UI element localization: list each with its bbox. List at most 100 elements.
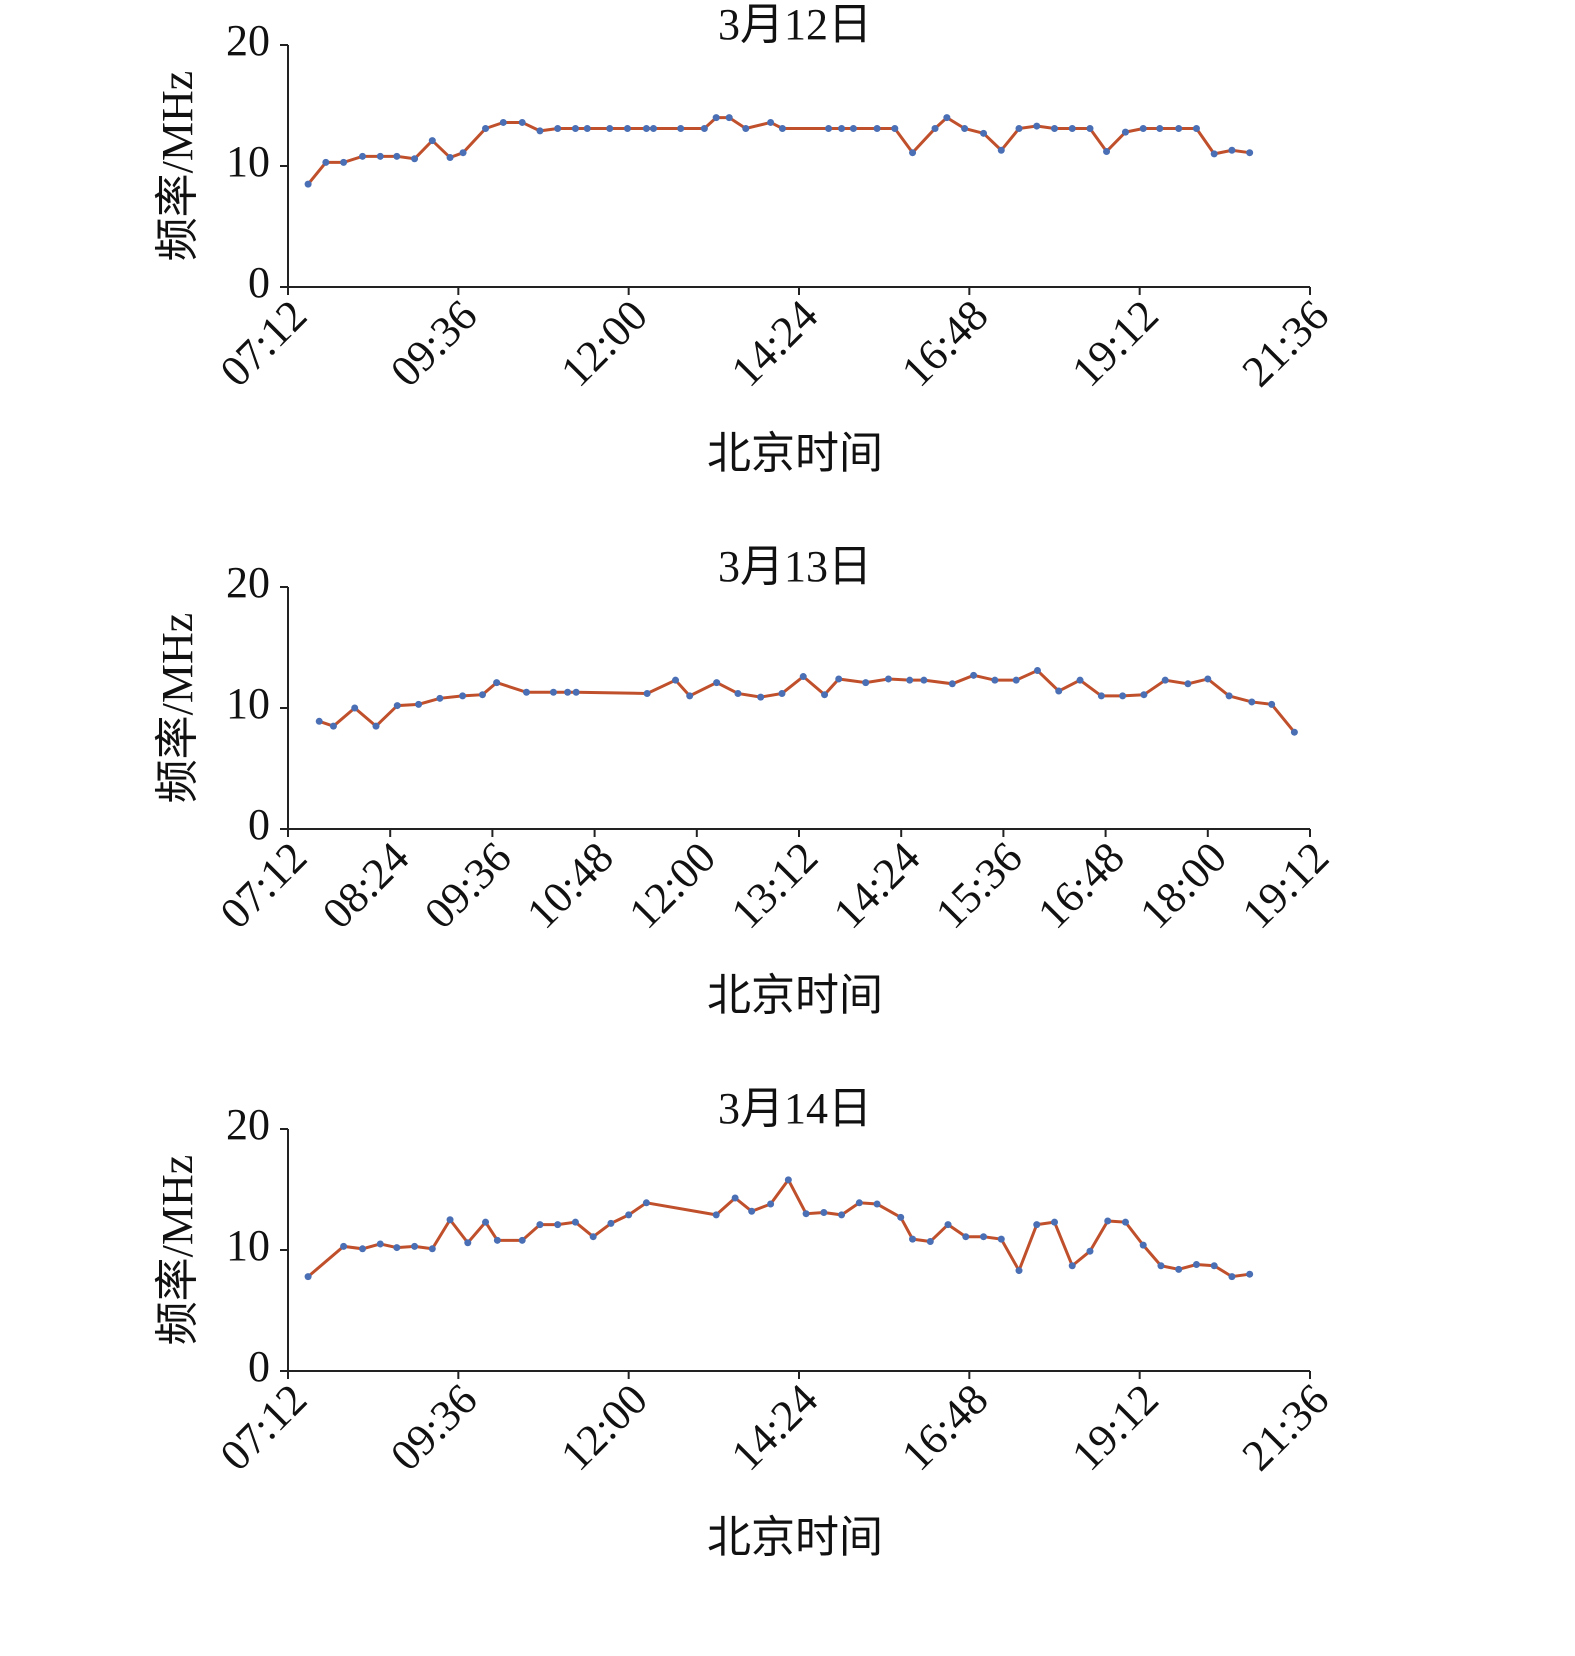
chart-title: 3月14日 bbox=[718, 1084, 872, 1133]
x-tick-label: 19:12 bbox=[1233, 833, 1339, 939]
data-point bbox=[838, 1211, 846, 1219]
data-point bbox=[757, 693, 765, 701]
data-point bbox=[849, 124, 857, 132]
data-point bbox=[1068, 1262, 1076, 1270]
data-point bbox=[1157, 1262, 1165, 1270]
data-point bbox=[482, 124, 490, 132]
data-point bbox=[518, 118, 526, 126]
data-point bbox=[464, 1239, 472, 1247]
data-point bbox=[1033, 666, 1041, 674]
data-point bbox=[572, 688, 580, 696]
data-point bbox=[1055, 687, 1063, 695]
data-point bbox=[564, 688, 572, 696]
data-point bbox=[1161, 676, 1169, 684]
data-point bbox=[643, 689, 651, 697]
data-point bbox=[482, 1218, 490, 1226]
data-point bbox=[1225, 692, 1233, 700]
x-axis-label: 北京时间 bbox=[707, 1513, 883, 1562]
data-point bbox=[873, 124, 881, 132]
x-tick-label: 14:24 bbox=[722, 291, 828, 397]
x-tick-label: 14:24 bbox=[722, 1375, 828, 1481]
data-point bbox=[625, 1211, 633, 1219]
data-point bbox=[315, 717, 323, 725]
data-point bbox=[784, 1176, 792, 1184]
data-point bbox=[1103, 147, 1111, 155]
data-point bbox=[428, 1245, 436, 1253]
data-point bbox=[1248, 698, 1256, 706]
x-tick-label: 09:36 bbox=[381, 1375, 487, 1481]
data-point bbox=[891, 124, 899, 132]
data-line bbox=[318, 668, 1296, 734]
data-point bbox=[589, 1233, 597, 1241]
data-point bbox=[906, 676, 914, 684]
data-point bbox=[980, 129, 988, 137]
x-tick-label: 12:00 bbox=[619, 833, 725, 939]
data-point bbox=[571, 124, 579, 132]
data-point bbox=[712, 114, 720, 122]
data-point bbox=[909, 149, 917, 157]
data-point bbox=[376, 152, 384, 160]
data-point bbox=[962, 1233, 970, 1241]
x-tick-label: 12:00 bbox=[551, 291, 657, 397]
data-point bbox=[820, 1208, 828, 1216]
data-point bbox=[700, 124, 708, 132]
data-point bbox=[731, 1194, 739, 1202]
data-point bbox=[304, 180, 312, 188]
data-point bbox=[1068, 124, 1076, 132]
data-point bbox=[1184, 680, 1192, 688]
y-tick-label: 0 bbox=[248, 800, 270, 849]
data-point bbox=[802, 1210, 810, 1218]
data-point bbox=[1140, 691, 1148, 699]
data-point bbox=[742, 124, 750, 132]
data-point bbox=[583, 124, 591, 132]
y-tick-label: 20 bbox=[226, 16, 270, 65]
x-tick-label: 16:48 bbox=[892, 291, 998, 397]
data-point bbox=[931, 124, 939, 132]
data-point bbox=[672, 676, 680, 684]
data-point bbox=[821, 691, 829, 699]
data-point bbox=[767, 1200, 775, 1208]
data-point bbox=[970, 671, 978, 679]
data-point bbox=[536, 127, 544, 135]
data-point bbox=[909, 1235, 917, 1243]
data-point bbox=[493, 1236, 501, 1244]
data-point bbox=[1015, 124, 1023, 132]
data-point bbox=[478, 691, 486, 699]
data-point bbox=[997, 146, 1005, 154]
data-point bbox=[767, 118, 775, 126]
x-tick-label: 10:48 bbox=[517, 833, 623, 939]
data-point bbox=[499, 118, 507, 126]
data-point bbox=[1012, 676, 1020, 684]
x-tick-label: 09:36 bbox=[415, 833, 521, 939]
data-point bbox=[536, 1221, 544, 1229]
data-point bbox=[1246, 149, 1254, 157]
chart-title: 3月13日 bbox=[718, 542, 872, 591]
data-point bbox=[1086, 1247, 1094, 1255]
data-point bbox=[1033, 1221, 1041, 1229]
x-tick-label: 13:12 bbox=[722, 833, 828, 939]
data-point bbox=[1076, 676, 1084, 684]
data-point bbox=[436, 694, 444, 702]
data-point bbox=[446, 1216, 454, 1224]
data-point bbox=[725, 114, 733, 122]
data-point bbox=[322, 158, 330, 166]
data-point bbox=[623, 124, 631, 132]
data-point bbox=[340, 158, 348, 166]
data-point bbox=[329, 722, 337, 730]
data-point bbox=[1121, 1218, 1129, 1226]
data-point bbox=[943, 114, 951, 122]
data-point bbox=[446, 154, 454, 162]
data-point bbox=[1246, 1270, 1254, 1278]
data-point bbox=[304, 1273, 312, 1281]
data-point bbox=[1139, 1241, 1147, 1249]
data-point bbox=[493, 679, 501, 687]
data-point bbox=[650, 124, 658, 132]
data-point bbox=[1086, 124, 1094, 132]
data-point bbox=[1290, 728, 1298, 736]
data-point bbox=[459, 149, 467, 157]
x-tick-label: 14:24 bbox=[824, 833, 930, 939]
data-point bbox=[1175, 1265, 1183, 1273]
y-tick-label: 10 bbox=[226, 679, 270, 728]
